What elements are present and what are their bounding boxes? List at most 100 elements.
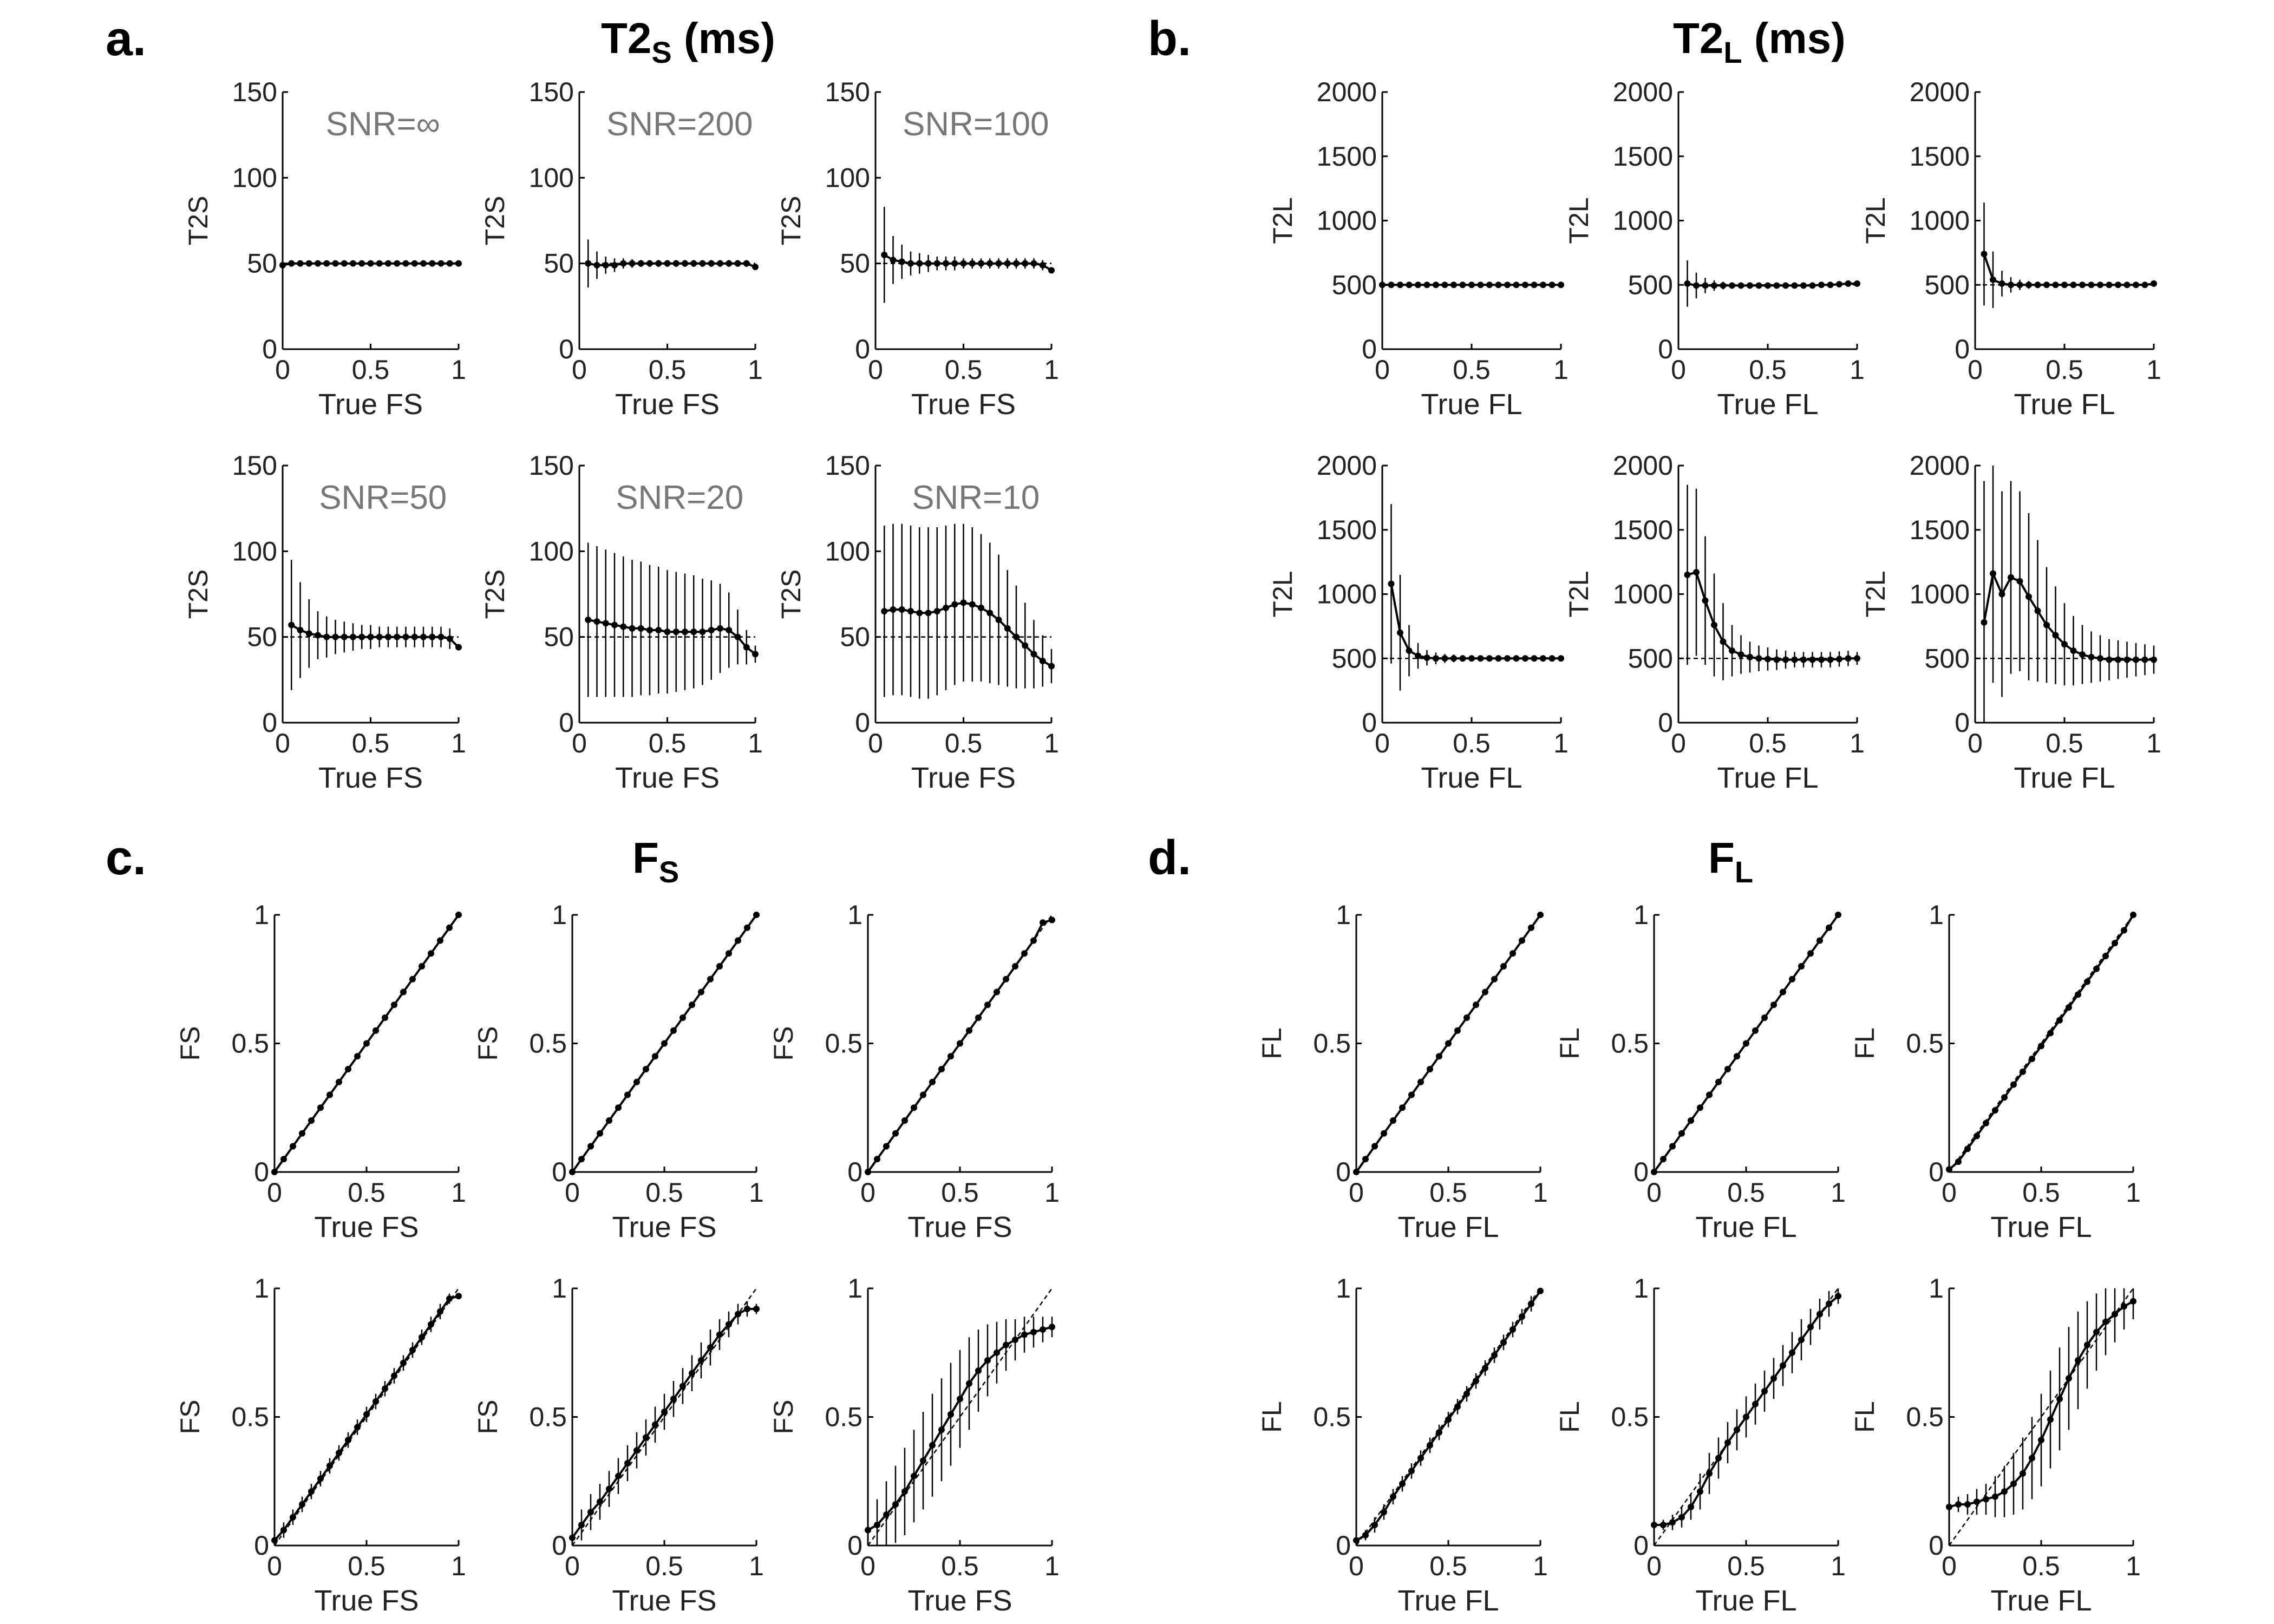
data-point xyxy=(1660,1156,1667,1163)
subplot-b6: 0 500 1000 1500 2000 0 0.5 1 True FL T2L xyxy=(1860,450,2161,794)
x-tick-label: 0.5 xyxy=(2046,355,2083,385)
data-point xyxy=(409,975,416,983)
data-point xyxy=(994,1349,1000,1356)
data-point xyxy=(1397,629,1403,636)
data-point xyxy=(409,1347,416,1353)
panel-label-b: b. xyxy=(1148,12,1191,66)
data-point xyxy=(290,1143,296,1150)
data-point xyxy=(943,604,949,611)
data-point xyxy=(624,1460,631,1466)
data-point xyxy=(890,606,897,613)
y-tick-label: 0 xyxy=(1955,708,1970,738)
group-title-d: FL xyxy=(1708,834,1753,889)
y-tick-label: 0.5 xyxy=(1313,1402,1351,1432)
y-tick-label: 0 xyxy=(559,708,574,738)
data-point xyxy=(1537,912,1544,918)
subplot-b1: 0 500 1000 1500 2000 0 0.5 1 True FL T2L xyxy=(1267,77,1569,421)
data-point xyxy=(1791,656,1798,663)
subplot-d2: 0 0.5 1 0 0.5 1 True FL FL xyxy=(1554,900,1846,1243)
data-point xyxy=(2123,656,2131,663)
y-tick-label: 0.5 xyxy=(1906,1402,1944,1432)
data-point xyxy=(2008,574,2014,581)
y-tick-label: 0.5 xyxy=(1611,1402,1649,1432)
y-axis-label: T2L xyxy=(1267,197,1298,244)
data-point xyxy=(2115,656,2121,663)
data-point xyxy=(1454,1403,1461,1410)
data-point xyxy=(1737,651,1744,658)
data-point xyxy=(1513,281,1520,289)
data-point xyxy=(907,608,914,615)
data-point xyxy=(892,1130,899,1137)
data-point xyxy=(1030,651,1037,658)
subplot-a6: 0 50 100 150 0 0.5 1 True FS T2S SNR=10 xyxy=(776,450,1059,794)
x-axis-label: True FL xyxy=(1695,1584,1796,1617)
data-point xyxy=(1827,281,1834,289)
y-tick-label: 0 xyxy=(1362,708,1377,738)
subplot-d3: 0 0.5 1 0 0.5 1 True FL FL xyxy=(1850,900,2141,1243)
data-point xyxy=(624,1091,631,1098)
data-point xyxy=(2001,1094,2008,1101)
data-point xyxy=(1807,1324,1814,1331)
x-tick-label: 0 xyxy=(572,728,587,758)
data-point xyxy=(271,1537,278,1544)
data-point xyxy=(2043,281,2050,289)
y-tick-label: 100 xyxy=(529,162,574,193)
data-point xyxy=(643,1066,649,1072)
data-point xyxy=(1433,281,1439,289)
data-point xyxy=(1651,1522,1657,1528)
data-point xyxy=(446,260,453,267)
y-axis-label: FL xyxy=(1554,1401,1585,1432)
x-tick-label: 0 xyxy=(1349,1551,1364,1581)
data-point xyxy=(606,1117,612,1124)
data-point xyxy=(682,628,688,636)
x-tick-label: 0.5 xyxy=(348,1551,385,1581)
data-point xyxy=(2133,656,2139,663)
data-point xyxy=(1761,1388,1768,1394)
data-point xyxy=(1021,1331,1028,1338)
y-tick-label: 0.5 xyxy=(231,1402,269,1432)
data-point xyxy=(978,260,984,267)
data-point xyxy=(602,620,609,627)
data-point xyxy=(1510,950,1516,957)
y-axis-label: FS xyxy=(768,1026,799,1061)
x-tick-label: 0.5 xyxy=(2022,1551,2060,1581)
data-point xyxy=(1981,251,1988,258)
data-point xyxy=(428,1321,434,1328)
data-point xyxy=(1486,281,1493,289)
data-point xyxy=(611,621,618,628)
data-point xyxy=(1004,625,1011,632)
data-point xyxy=(1835,1293,1841,1300)
snr-label: SNR=100 xyxy=(903,106,1049,143)
data-point xyxy=(1500,963,1507,970)
data-point xyxy=(2097,655,2103,662)
data-point xyxy=(1548,655,1556,662)
data-point xyxy=(2130,912,2136,918)
y-tick-label: 0 xyxy=(262,708,277,738)
data-point xyxy=(363,1411,370,1418)
y-tick-label: 100 xyxy=(825,536,870,566)
data-point xyxy=(429,633,436,640)
y-tick-label: 1 xyxy=(1929,1273,1944,1304)
data-point xyxy=(1390,1117,1396,1124)
data-point xyxy=(419,1334,425,1341)
data-point xyxy=(679,1014,686,1021)
data-point xyxy=(1693,569,1700,576)
data-point xyxy=(606,1485,612,1492)
group-title-c-sub: S xyxy=(659,855,679,889)
data-point xyxy=(1809,282,1816,289)
group-title-d-main: F xyxy=(1708,834,1735,882)
data-point xyxy=(288,260,295,267)
data-point xyxy=(2066,1004,2072,1011)
data-point xyxy=(907,260,914,267)
data-point xyxy=(1974,1498,1980,1505)
data-point xyxy=(881,608,888,615)
data-point xyxy=(1528,924,1534,931)
data-point xyxy=(1399,1104,1406,1111)
data-point xyxy=(1039,658,1046,664)
data-point xyxy=(373,1027,379,1034)
y-tick-label: 0 xyxy=(552,1157,567,1187)
data-point xyxy=(326,1462,333,1469)
y-axis-label: T2S xyxy=(776,569,806,619)
data-point xyxy=(874,1156,880,1163)
data-point xyxy=(743,260,750,267)
